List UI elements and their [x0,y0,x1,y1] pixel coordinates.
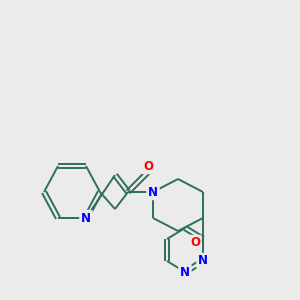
Text: N: N [148,185,158,199]
Text: N: N [81,212,91,224]
Text: O: O [190,236,200,250]
Text: N: N [180,266,190,278]
Text: O: O [143,160,153,172]
Text: N: N [198,254,208,268]
